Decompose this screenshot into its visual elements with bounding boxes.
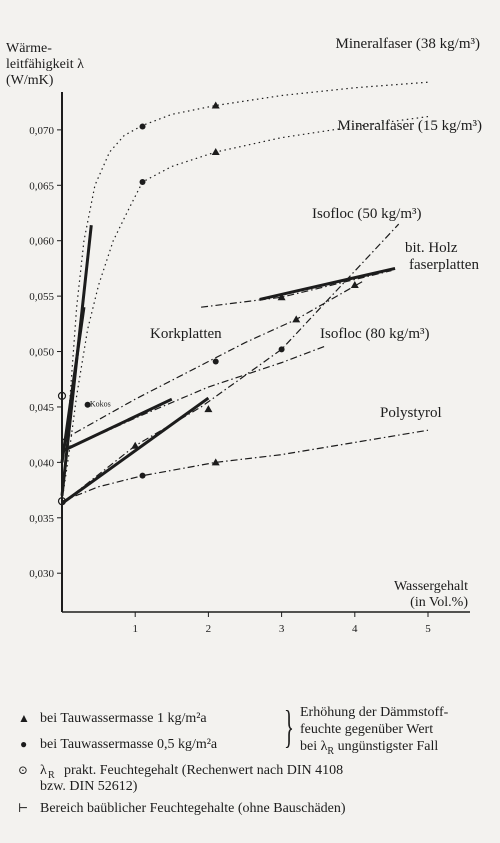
series-label-4: Korkplatten <box>150 326 222 342</box>
series-0-point-0 <box>139 123 146 130</box>
x-tick-label-4: 5 <box>425 623 431 635</box>
y-tick-label-0: 0,030 <box>29 568 54 580</box>
x-tick-label-2: 3 <box>279 623 285 635</box>
series-5-point-0 <box>212 358 219 365</box>
series-2-point-2 <box>278 346 285 353</box>
series-6-point-0 <box>139 472 146 479</box>
series-label-6: Polystyrol <box>380 405 442 421</box>
series-1-point-1 <box>211 148 220 156</box>
legend-brace-line-2: feuchte gegenüber Wert <box>300 722 434 737</box>
legend-brace: } <box>284 701 294 752</box>
legend-range-text: Bereich baüblicher Feuchtegehalte (ohne … <box>40 801 346 816</box>
y-tick-label-5: 0,055 <box>29 291 54 303</box>
x-axis-title: Wassergehalt (in Vol.%) <box>394 579 468 610</box>
series-2-point-1 <box>204 405 213 413</box>
series-0-point-1 <box>211 101 220 109</box>
series-3-point-0 <box>277 293 286 301</box>
x-ticks: 1 2 3 4 5 <box>132 612 431 635</box>
series-label-2: Isofloc (50 kg/m³) <box>312 206 421 222</box>
x-tick-label-3: 4 <box>352 623 358 635</box>
legend-practical-text: prakt. Feuchtegehalt (Rechenwert nach DI… <box>64 763 344 778</box>
y-tick-label-3: 0,045 <box>29 402 54 414</box>
circle-dot-marker-icon: ⊙ <box>18 763 29 777</box>
y-tick-label-4: 0,050 <box>29 347 54 359</box>
series-group <box>57 81 429 506</box>
series-range-1 <box>60 306 86 463</box>
point-label-0: Kokos <box>90 400 111 409</box>
series-label-0: Mineralfaser (38 kg/m³) <box>336 36 480 52</box>
x-axis-title-line-2: (in Vol.%) <box>410 595 468 610</box>
series-4-point-1 <box>350 281 359 289</box>
legend-brace-lambda: bei λ <box>300 739 328 754</box>
legend-circle-text: bei Tauwassermasse 0,5 kg/m²a <box>40 737 218 752</box>
series-line-1 <box>61 115 429 502</box>
range-bar-icon: ⊢ <box>18 801 29 815</box>
extra-point-0 <box>84 401 91 408</box>
y-axis-title: Wärme- leitfähigkeit λ (W/mK) <box>6 41 84 88</box>
legend-brace-text: Erhöhung der Dämmstoff- feuchte gegenübe… <box>300 704 448 760</box>
series-line-5 <box>61 345 326 452</box>
series-label-1: Mineralfaser (15 kg/m³) <box>338 118 482 134</box>
series-range-2 <box>61 396 210 505</box>
chart-plot: Wärme- leitfähigkeit λ (W/mK) Wassergeha… <box>6 36 482 635</box>
practical-moisture-marker-2 <box>57 391 67 400</box>
x-tick-label-1: 2 <box>206 623 212 635</box>
legend-lambda: λ <box>40 763 47 778</box>
series-label-3: bit. Holz faserplatten <box>405 240 479 273</box>
series-label-5: Isofloc (80 kg/m³) <box>320 326 429 342</box>
series-4-point-0 <box>292 315 301 323</box>
y-tick-label-6: 0,060 <box>29 236 54 248</box>
series-line-0 <box>61 81 429 502</box>
legend-din-text: bzw. DIN 52612) <box>40 779 138 794</box>
legend-brace-tail: ungünstigster Fall <box>337 739 439 754</box>
series-2-point-0 <box>131 441 140 449</box>
legend-row-din: bzw. DIN 52612) <box>40 778 137 795</box>
y-axis-title-line-2: leitfähigkeit λ <box>6 57 84 72</box>
y-axis-title-line-1: Wärme- <box>6 41 52 56</box>
legend-brace-lambda-sub: R <box>327 745 335 757</box>
triangle-marker-icon: ▲ <box>18 711 30 725</box>
practical-moisture-marker <box>57 497 67 506</box>
series-line-3 <box>201 270 392 308</box>
y-tick-label-7: 0,065 <box>29 180 54 192</box>
circle-marker-icon: ● <box>20 737 28 751</box>
series-line-4 <box>61 281 363 441</box>
y-tick-label-8: 0,070 <box>29 125 54 137</box>
y-tick-label-1: 0,035 <box>29 513 54 525</box>
y-ticks: 0,030 0,035 0,040 0,045 0,050 0,055 0,060 0,065… <box>29 125 62 580</box>
legend-triangle-text: bei Tauwassermasse 1 kg/m²a <box>40 711 207 726</box>
legend-lambda-sub: R <box>48 770 55 781</box>
legend-brace-line-3: bei λR ungünstigster Fall <box>300 738 448 760</box>
y-axis-title-line-3: (W/mK) <box>6 73 54 88</box>
legend-brace-line-1: Erhöhung der Dämmstoff- <box>300 705 449 720</box>
series-line-6 <box>61 429 429 502</box>
x-axis-title-line-1: Wassergehalt <box>394 579 468 594</box>
legend: ▲ bei Tauwassermasse 1 kg/m²a ● bei Tauw… <box>0 690 500 843</box>
series-6-point-1 <box>211 458 220 466</box>
series-labels: Mineralfaser (38 kg/m³) Mineralfaser (15 … <box>90 36 482 421</box>
series-line-2 <box>61 223 400 504</box>
series-range-3 <box>259 266 396 301</box>
x-tick-label-0: 1 <box>132 623 138 635</box>
series-1-point-0 <box>139 178 146 185</box>
y-tick-label-2: 0,040 <box>29 457 54 469</box>
